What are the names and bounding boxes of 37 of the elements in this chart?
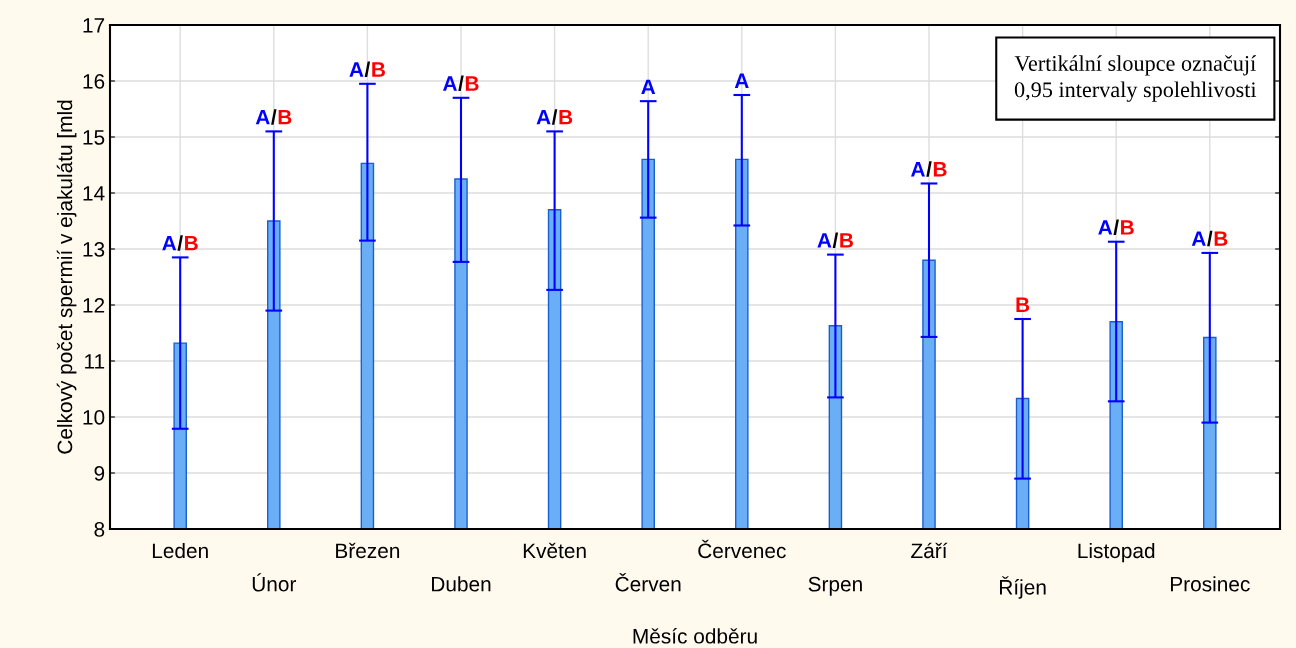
- annotation: A/B: [536, 109, 573, 125]
- x-tick-label: Srpen: [808, 576, 862, 596]
- y-tick-label: 9: [94, 466, 105, 481]
- x-tick-label: Září: [911, 542, 948, 559]
- y-tick-label: 15: [83, 130, 105, 145]
- x-tick-label: Listopad: [1078, 542, 1155, 563]
- x-tick-label: Duben: [432, 576, 491, 592]
- y-tick-label: 13: [83, 242, 105, 257]
- annotation: A/B: [911, 161, 947, 177]
- annotation: A/B: [349, 61, 385, 78]
- x-axis-title: Měsíc odběru: [633, 628, 757, 644]
- y-tick-label: 14: [83, 186, 105, 201]
- annotation: A/B: [443, 75, 479, 92]
- x-tick-label: Leden: [152, 542, 208, 559]
- annotation: B: [1016, 297, 1030, 312]
- x-tick-label: Červenec: [698, 539, 786, 559]
- x-tick-label: Prosinec: [1170, 576, 1250, 592]
- x-tick-label: Únor: [252, 573, 297, 592]
- y-axis-title: Celkový počet spermií v ejakulátu [mld: [56, 100, 77, 454]
- y-tick-label: 10: [83, 410, 105, 425]
- annotation: A/B: [817, 232, 853, 248]
- annotation: Vertikální sloupce označují 0,95 intervaly spolehlivosti: [1014, 55, 1257, 102]
- y-tick-label: 8: [94, 522, 105, 537]
- x-tick-label: Říjen: [999, 576, 1046, 599]
- x-tick-label: Květen: [523, 542, 586, 559]
- y-tick-label: 16: [83, 74, 105, 89]
- y-tick-label: 12: [83, 298, 105, 313]
- annotation: A: [734, 73, 749, 88]
- x-tick-label: Březen: [336, 542, 400, 559]
- y-tick-label: 11: [85, 354, 105, 369]
- y-tick-label: 17: [83, 18, 105, 33]
- annotation: A/B: [1098, 219, 1134, 236]
- annotation: A/B: [255, 109, 292, 125]
- annotation: A/B: [1191, 230, 1228, 247]
- x-tick-label: Červen: [615, 573, 681, 592]
- annotation: A/B: [162, 235, 198, 251]
- annotation: A: [641, 79, 656, 95]
